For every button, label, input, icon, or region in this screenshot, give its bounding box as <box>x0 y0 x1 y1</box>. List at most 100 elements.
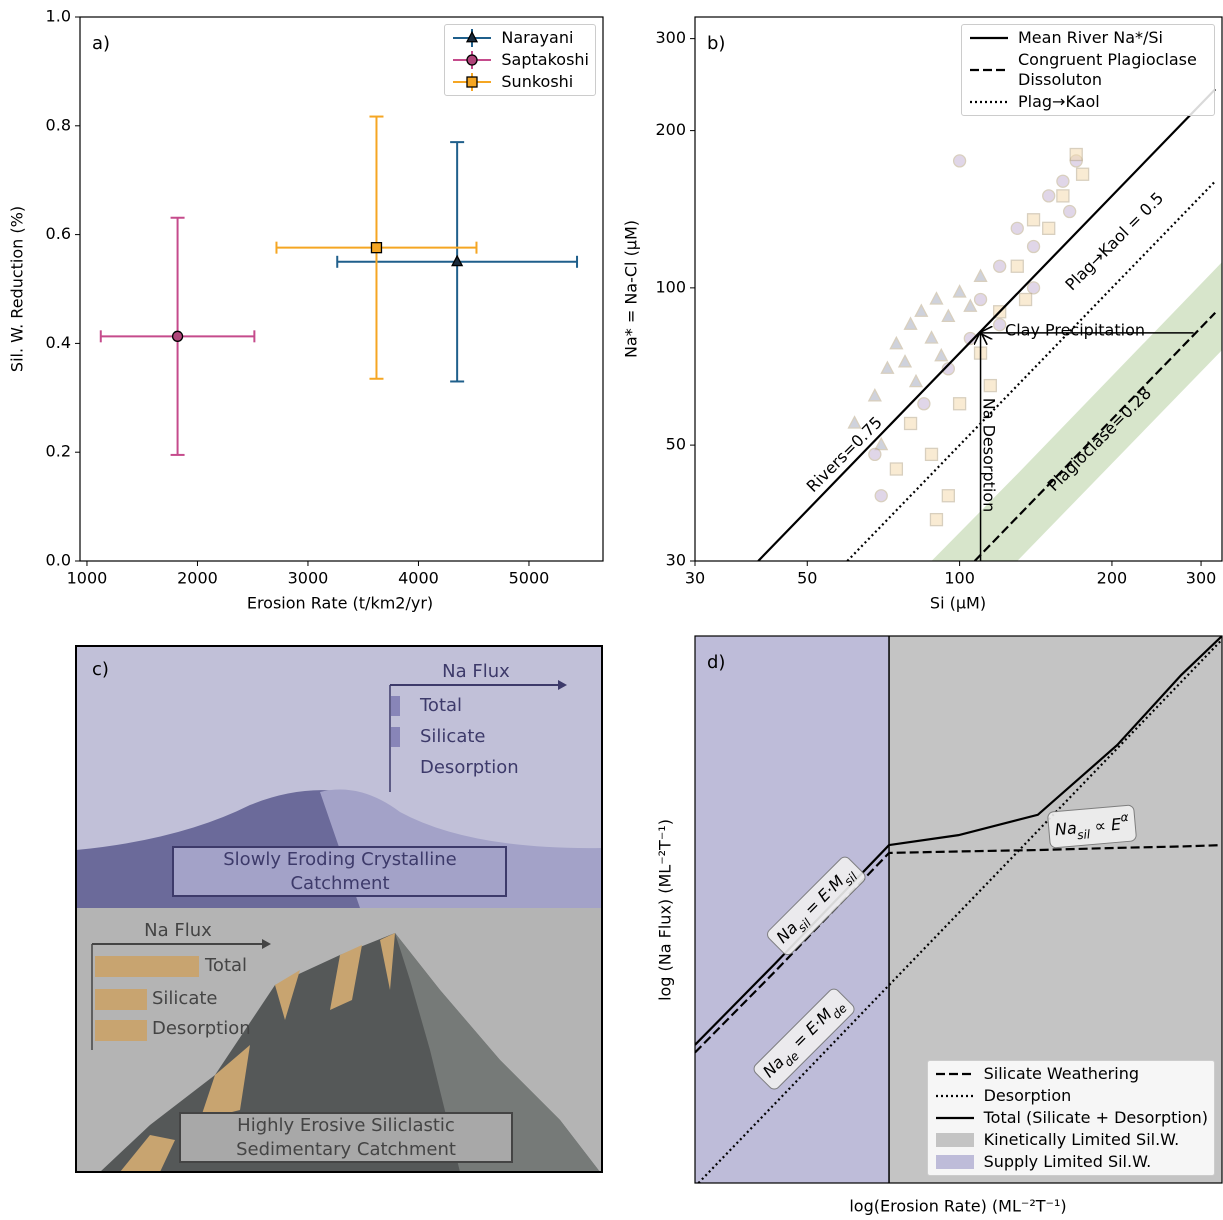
marker <box>993 318 1007 332</box>
y-tick-label: 0.0 <box>46 551 71 570</box>
panel-label: a) <box>92 33 110 54</box>
legend-area: Silicate Weathering Desorption Total (Sili… <box>695 636 1222 1183</box>
legend-swatch <box>935 1072 974 1076</box>
flux-label: Desorption <box>152 1018 251 1039</box>
flux-label: Desorption <box>420 757 519 778</box>
marker <box>903 316 918 330</box>
annotation-box <box>1047 804 1137 849</box>
annotation-part: Na <box>1054 818 1077 839</box>
line <box>846 180 1217 561</box>
y-tick-label: 1.0 <box>46 7 71 26</box>
annotation-box <box>767 856 866 956</box>
legend-label: Mean River Na*/Si <box>1018 28 1163 47</box>
plot-frame <box>694 635 1223 1184</box>
y-tick-label: 0.4 <box>46 333 71 352</box>
marker <box>952 284 967 298</box>
marker <box>1056 174 1070 188</box>
legend-label: Supply Limited Sil.W. <box>983 1152 1152 1171</box>
legend-entry: Desorption <box>934 1086 1208 1106</box>
marker <box>1018 292 1033 307</box>
flux-bar <box>95 956 199 977</box>
legend: Mean River Na*/Si Congruent Plagioclase D… <box>961 24 1215 116</box>
annotation-text: Clay Precipitation <box>1005 321 1145 340</box>
legend-patch <box>935 1133 974 1147</box>
x-axis-label: Erosion Rate (t/km2/yr) <box>247 594 433 613</box>
marker <box>1026 239 1041 254</box>
legend-area: Narayani Saptakoshi Sunkoshi <box>444 24 596 96</box>
legend-swatch <box>970 36 1008 40</box>
marker <box>451 254 464 267</box>
legend-wrap: Mean River Na*/Si Congruent Plagioclase D… <box>695 17 1222 561</box>
marker <box>973 292 988 307</box>
x-tick-label: 200 <box>1097 569 1128 588</box>
caption-box <box>172 846 507 897</box>
illustration: Na Flux Total Silicate Desorption Slowly… <box>76 646 602 1172</box>
x-tick-label: 300 <box>1186 569 1217 588</box>
legend-swatch <box>970 100 1008 104</box>
flux-label: Total <box>204 955 247 976</box>
marker <box>952 154 967 168</box>
annotation: Nasil ∝ Eα <box>1047 804 1137 849</box>
line <box>695 843 1222 1054</box>
legend-entry: Saptakoshi <box>451 50 589 70</box>
annotation-part: ∝ E <box>1089 814 1123 836</box>
marker <box>1010 259 1024 273</box>
x-axis-label: log(Erosion Rate) (ML⁻²T⁻¹) <box>849 1197 1066 1216</box>
legend-entry: Narayani <box>451 28 589 48</box>
annotation: Clay Precipitation <box>1005 321 1145 340</box>
marker <box>914 303 929 317</box>
x-tick-label: 50 <box>797 569 817 588</box>
annotation: Nasil = E·Msil <box>767 856 866 956</box>
x-tick-label: 4000 <box>398 569 439 588</box>
flux-arrow-head <box>262 939 271 949</box>
legend-label: Total (Silicate + Desorption) <box>983 1108 1208 1127</box>
marker <box>929 291 944 305</box>
legend-entry: Sunkoshi <box>451 72 589 92</box>
legend-wrap: Silicate Weathering Desorption Total (Sili… <box>695 636 1222 1183</box>
legend-label: Silicate Weathering <box>983 1064 1139 1083</box>
marker <box>929 512 944 527</box>
plot-frame <box>694 16 1223 562</box>
marker <box>889 335 904 350</box>
caption: Slowly Eroding Crystalline <box>223 849 456 870</box>
legend-swatch <box>935 1155 974 1169</box>
marker <box>897 354 913 368</box>
caption: Highly Erosive Siliclastic <box>237 1115 455 1136</box>
legend-swatch <box>935 1133 974 1147</box>
panel-label: b) <box>707 33 725 54</box>
legend-entry: Mean River Na*/Si <box>968 28 1208 48</box>
marker <box>1026 213 1041 227</box>
legend-entry: Kinetically Limited Sil.W. <box>934 1130 1208 1150</box>
marker <box>868 447 882 462</box>
y-tick-label: 0.8 <box>46 115 71 134</box>
caption: Catchment <box>290 873 389 894</box>
legend-entry: Supply Limited Sil.W. <box>934 1152 1208 1172</box>
legend: Narayani Saptakoshi Sunkoshi <box>444 24 596 96</box>
marker <box>466 76 479 88</box>
annotation-part: sil <box>1077 827 1092 842</box>
y-tick-label: 0.2 <box>46 442 71 461</box>
x-tick-label: 1000 <box>67 569 108 588</box>
legend-label: Desorption <box>983 1086 1072 1105</box>
y-tick-label: 100 <box>655 277 686 296</box>
line <box>696 638 1222 1183</box>
legend-swatch <box>453 29 492 47</box>
plot <box>757 88 1222 561</box>
marker <box>370 242 383 254</box>
y-tick-label: 50 <box>666 435 686 454</box>
legend: Silicate Weathering Desorption Total (Sili… <box>926 1060 1215 1176</box>
annotation-box <box>753 988 855 1090</box>
marker <box>941 308 956 323</box>
marker <box>874 436 889 451</box>
marker <box>1069 147 1083 162</box>
marker <box>867 388 882 402</box>
marker <box>941 362 955 376</box>
annotation-part: α <box>1120 809 1129 824</box>
y-tick-label: 300 <box>655 28 686 47</box>
marker <box>1075 167 1090 181</box>
marker <box>963 298 978 312</box>
illustration-frame <box>75 645 603 1173</box>
annotation-text: Nasil ∝ Eα <box>1054 809 1131 843</box>
marker <box>847 415 862 429</box>
